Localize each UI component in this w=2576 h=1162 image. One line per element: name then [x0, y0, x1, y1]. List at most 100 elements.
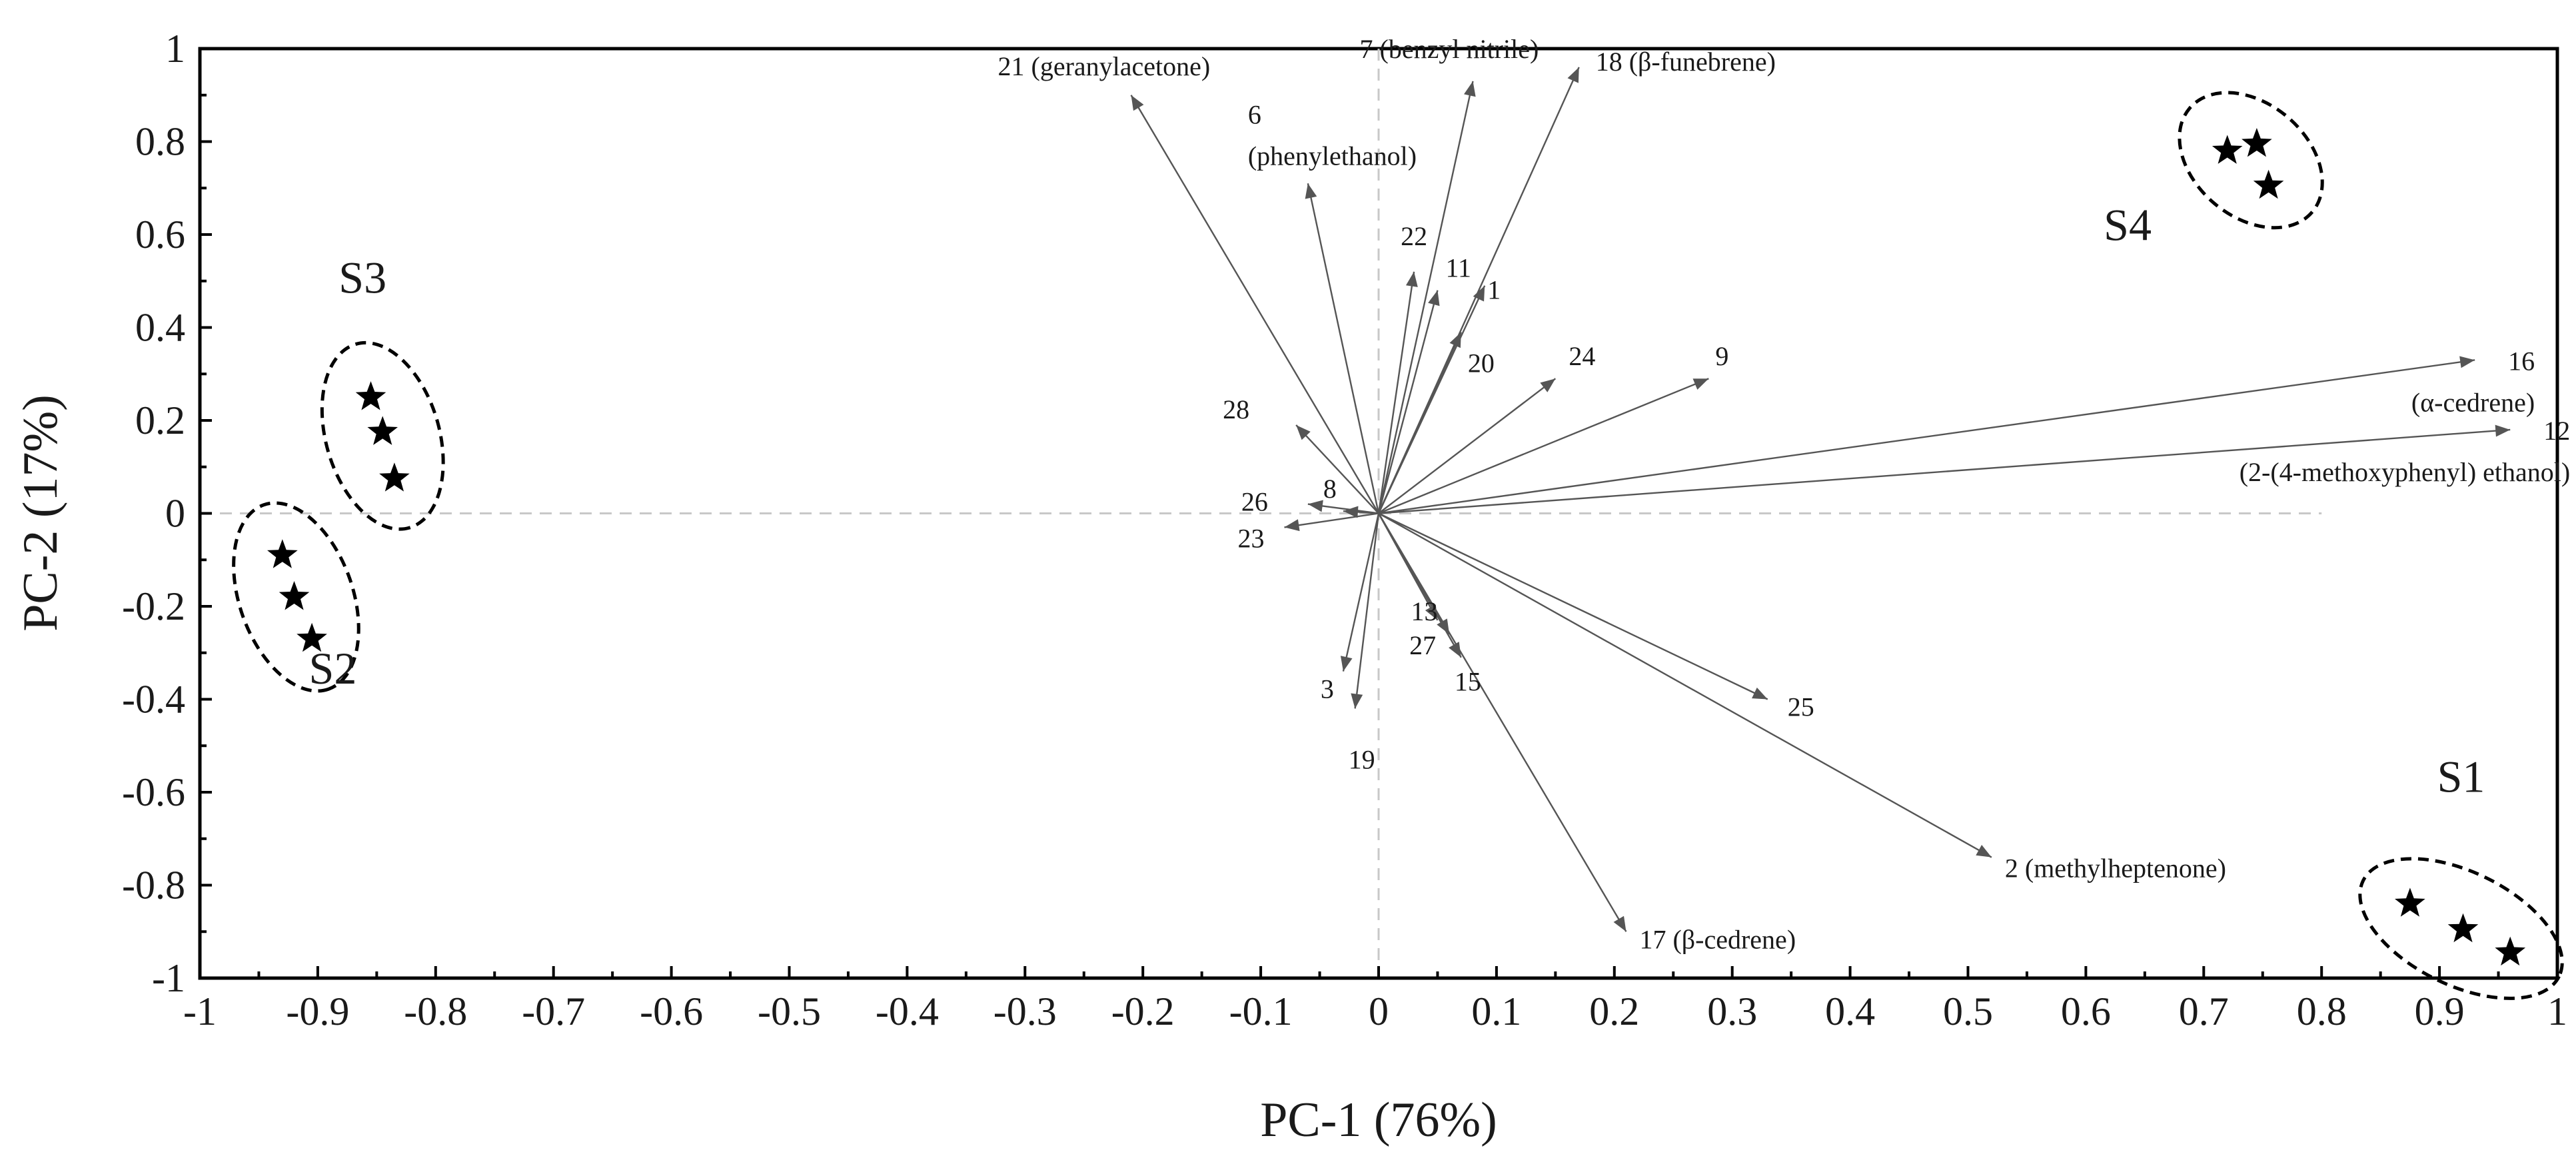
x-tick-label-7: -0.3: [993, 989, 1057, 1033]
y-tick-label-5: 0: [165, 492, 185, 536]
loading-arrow-22: [1377, 271, 1415, 514]
group-labels: S1 S2 S3 S4: [309, 199, 2485, 802]
sample-star-s2-1: [267, 539, 298, 568]
loading-label-27: 27: [1409, 630, 1436, 660]
y-tick-label-9: -0.8: [122, 864, 185, 907]
loading-arrowhead-18: [1567, 67, 1579, 83]
sample-star-s4-2: [2242, 128, 2272, 157]
sample-star-s1-2: [2447, 913, 2479, 943]
x-tick-labels: -1 -0.9 -0.8 -0.7 -0.6 -0.5 -0.4 -0.3 -0.2 -0.1 0 0…: [183, 989, 2567, 1033]
sample-star-s3-2: [367, 416, 398, 445]
x-tick-label-17: 0.7: [2179, 989, 2229, 1033]
loading-label-18: 18 (β-funebrene): [1596, 47, 1776, 77]
y-tick-label-4: 0.2: [135, 398, 185, 442]
y-tick-label-1: 0.8: [135, 120, 185, 164]
loading-label-15: 15: [1455, 667, 1481, 697]
loading-label-3: 3: [1321, 674, 1334, 704]
loading-label-25: 25: [1788, 692, 1814, 722]
loading-arrowhead-25: [1752, 687, 1768, 700]
loading-label-2: 2 (methylheptenone): [2005, 854, 2226, 883]
x-tick-label-3: -0.7: [522, 989, 585, 1033]
sample-stars: [267, 128, 2526, 966]
loading-arrow-6: [1307, 183, 1380, 514]
loading-arrowhead-15: [1449, 642, 1461, 658]
loading-arrows: [1130, 67, 2511, 932]
loading-label-11: 11: [1445, 253, 1471, 283]
sample-star-s3-3: [379, 462, 410, 492]
sample-star-s2-3: [297, 622, 327, 652]
loading-arrowhead-2: [1976, 845, 1992, 858]
y-tick-label-0: 1: [165, 27, 185, 71]
x-tick-label-8: -0.2: [1111, 989, 1175, 1033]
loading-label-6: 6: [1248, 99, 1261, 129]
loading-arrow-24: [1378, 378, 1557, 514]
sample-star-s2-2: [279, 581, 310, 610]
loading-arrow-16: [1378, 359, 2475, 514]
loading-arrow-27: [1377, 512, 1451, 635]
loading-arrowhead-20: [1449, 332, 1461, 348]
x-tick-label-18: 0.8: [2297, 989, 2347, 1033]
x-tick-label-10: 0: [1369, 989, 1389, 1033]
loading-label-13: 13: [1411, 596, 1437, 626]
y-tick-labels: 1 0.8 0.6 0.4 0.2 0 -0.2 -0.4 -0.6 -0.8 -1: [122, 27, 185, 1000]
loading-arrowhead-24: [1540, 378, 1556, 392]
loading-label-8: 8: [1323, 474, 1337, 504]
loading-arrow-9: [1378, 378, 1709, 514]
loading-arrowhead-8: [1343, 506, 1359, 518]
loading-arrowhead-19: [1351, 693, 1363, 709]
loading-label-22: 22: [1401, 221, 1427, 251]
x-tick-label-9: -0.1: [1229, 989, 1293, 1033]
loading-arrowhead-6: [1305, 183, 1317, 199]
x-tick-label-12: 0.2: [1589, 989, 1639, 1033]
x-tick-label-1: -0.9: [286, 989, 349, 1033]
loading-label-28: 28: [1223, 394, 1249, 424]
sample-star-s1-1: [2395, 887, 2425, 917]
loading-arrowhead-28: [1296, 424, 1311, 440]
loading-labels: 1 2 (methylheptenone) 3 6 (phenylethanol) 7 (…: [998, 34, 2571, 954]
loading-arrowhead-17: [1613, 915, 1626, 932]
loading-arrowhead-23: [1284, 519, 1300, 532]
x-tick-label-11: 0.1: [1471, 989, 1521, 1033]
x-tick-label-16: 0.6: [2061, 989, 2111, 1033]
x-tick-label-13: 0.3: [1707, 989, 1757, 1033]
loading-arrowhead-21: [1131, 95, 1144, 111]
x-tick-label-2: -0.8: [404, 989, 467, 1033]
loading-label-7: 7 (benzyl nitrile): [1360, 34, 1539, 64]
loading-label-12: 12: [2543, 416, 2570, 446]
x-tick-label-15: 0.5: [1943, 989, 1993, 1033]
loading-arrowhead-11: [1428, 290, 1440, 306]
loading-arrowhead-12: [2495, 424, 2511, 437]
loading-label-24: 24: [1569, 341, 1595, 371]
loading-label-20: 20: [1468, 348, 1495, 378]
loading-arrow-23: [1284, 512, 1379, 528]
axis-ticks: [199, 47, 2559, 979]
x-tick-label-4: -0.6: [640, 989, 703, 1033]
x-tick-label-14: 0.4: [1825, 989, 1875, 1033]
group-ellipse-s2: [232, 501, 360, 693]
loading-label-19: 19: [1349, 744, 1375, 774]
loading-arrowhead-26: [1307, 500, 1323, 512]
group-ellipses: [232, 91, 2564, 1000]
loading-arrow-20: [1377, 331, 1462, 514]
loading-arrowhead-27: [1437, 618, 1450, 634]
loading-label-21: 21 (geranylacetone): [998, 51, 1211, 81]
group-label-s3: S3: [338, 252, 386, 302]
group-label-s4: S4: [2104, 199, 2152, 250]
x-tick-label-20: 1: [2547, 989, 2567, 1033]
sample-star-s4-3: [2253, 169, 2284, 199]
loading-label-12-line2: (2-(4-methoxyphenyl) ethanol): [2240, 457, 2571, 487]
y-tick-label-3: 0.4: [135, 306, 185, 350]
loading-label-17: 17 (β-cedrene): [1639, 924, 1796, 954]
y-tick-label-7: -0.4: [122, 678, 185, 722]
loading-arrow-19: [1354, 513, 1380, 709]
group-label-s2: S2: [309, 643, 357, 694]
y-tick-label-6: -0.2: [122, 584, 185, 628]
loading-label-1: 1: [1487, 275, 1501, 305]
x-tick-label-6: -0.4: [876, 989, 939, 1033]
loading-label-16-line2: (α-cedrene): [2411, 387, 2535, 417]
loading-arrow-11: [1377, 290, 1439, 514]
group-ellipse-s1: [2358, 857, 2564, 1000]
loading-label-26: 26: [1241, 487, 1268, 517]
